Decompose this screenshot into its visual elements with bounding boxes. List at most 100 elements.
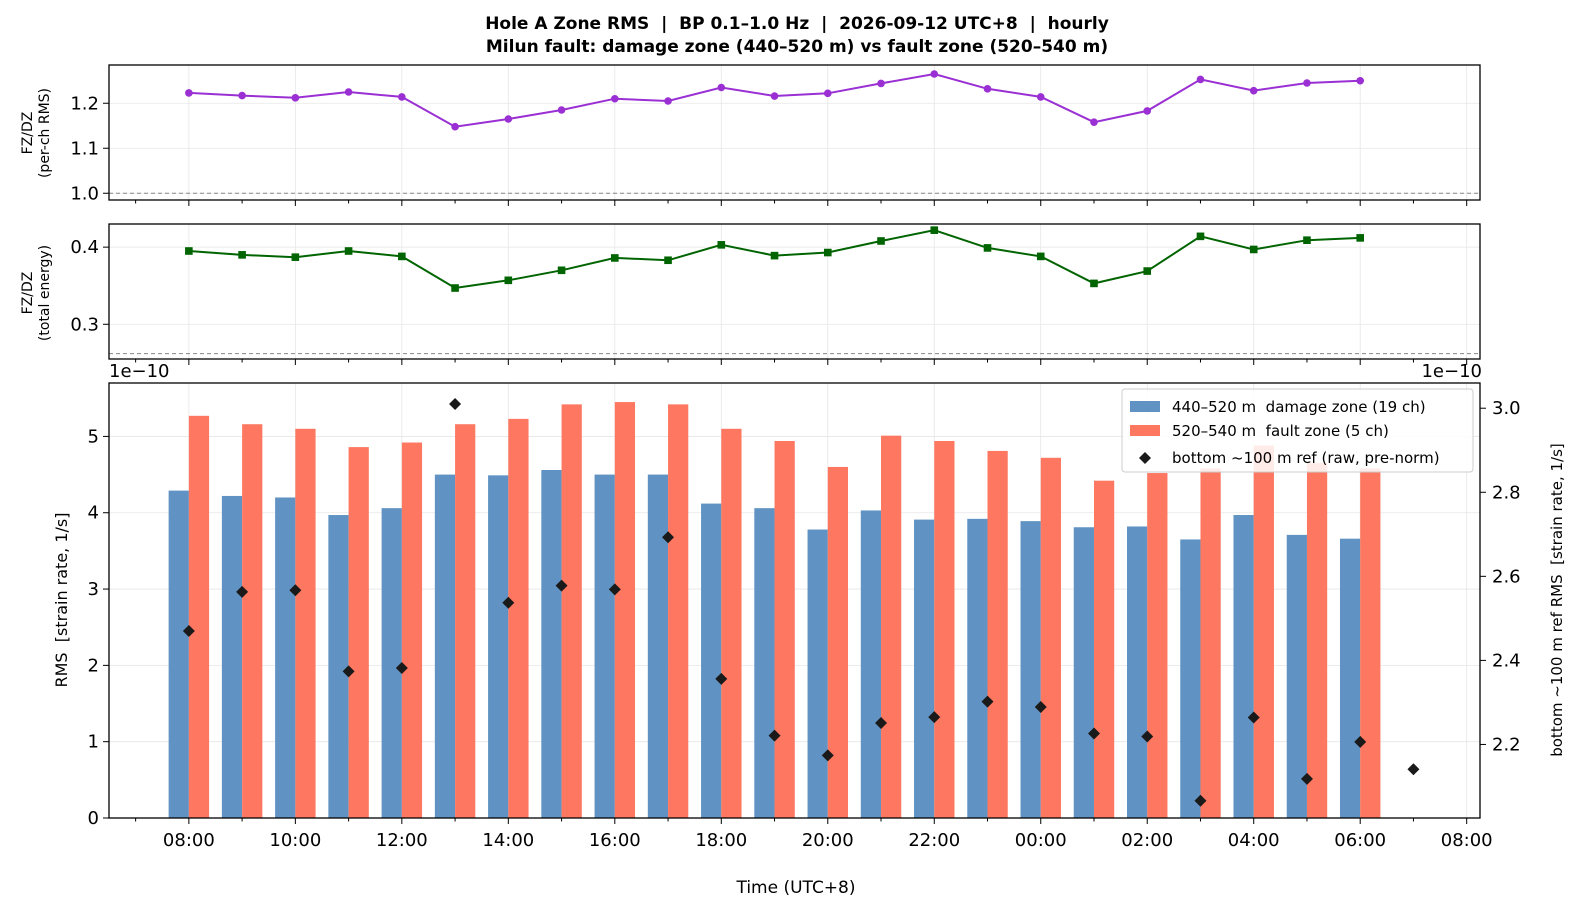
rms-ytick-label: 2 [88,655,99,676]
ratio-rms-point [1196,75,1205,84]
title-line2: Milun fault: damage zone (440–520 m) vs … [486,37,1108,57]
fault-zone-bar [401,442,423,818]
ratio-energy-point [983,244,992,252]
ratio-rms-point [185,89,193,97]
damage-zone-bar [807,529,828,818]
rms-y2tick-label: 2.4 [1492,650,1521,671]
fault-zone-bar [881,435,902,818]
rms-frame [108,382,1481,819]
ratio-energy-ylabel-line1: FZ/DZ [20,272,36,315]
ref-point [821,749,834,762]
fault-zone-bar [1147,473,1168,818]
rms-xlabel: Time (UTC+8) [735,878,855,898]
damage-zone-bar [1180,539,1201,818]
fault-zone-bar [668,404,689,818]
x-tick-label: 08:00 [1441,830,1493,851]
ref-point [1300,772,1313,785]
ratio-rms-point [291,94,300,102]
x-tick-label: 12:00 [376,830,428,851]
ratio-rms-point [770,92,779,100]
ref-point [502,596,515,609]
fault-zone-bar [242,424,263,818]
ratio-rms-point [717,83,726,92]
damage-zone-bar [1020,521,1041,818]
fault-zone-bar [188,415,210,818]
fault-zone-bar [1360,468,1381,818]
ratio-energy-ytick-label: 0.3 [70,314,99,335]
title-line1: Hole A Zone RMS | BP 0.1–1.0 Hz | 2026-0… [485,14,1109,34]
ratio-energy-point [1090,279,1098,288]
ratio-rms-ylabel-line1: FZ/DZ [20,112,36,155]
ref-point [182,624,195,637]
ref-point [1087,727,1100,740]
rms-y2label: bottom ~100 m ref RMS [strain rate, 1/s] [1548,443,1566,757]
ratio-energy-point [770,251,779,260]
ratio-rms-ytick-label: 1.0 [70,183,99,204]
ratio-rms-point [1356,76,1365,85]
ref-point [289,584,302,597]
ref-point [608,583,621,596]
ratio-energy-point [504,276,513,285]
ratio-rms-point [557,106,566,114]
fault-zone-bar [1200,468,1221,818]
legend-swatch-damage [1130,401,1160,412]
ratio-energy-point [238,251,246,259]
rms-panel: 0 1 2 3 4 5 2.2 2.4 2.6 2.8 3.0 08:00 10:00 12:00 14:0… [52,361,1566,898]
damage-zone-bar [328,515,349,818]
ratio-energy-point [185,247,193,255]
x-tick-label: 08:00 [163,830,215,851]
ref-point [662,531,675,544]
ratio-energy-point [1143,267,1152,275]
damage-zone-bar [1073,527,1094,818]
ratio-energy-frame [108,223,1481,360]
legend-frame [1121,388,1474,473]
damage-zone-bar [541,470,562,818]
ratio-rms-point [344,88,353,96]
fault-zone-bar [455,424,476,818]
ref-scatter [182,398,1420,807]
ratio-energy-point [1356,234,1365,242]
ratio-energy-ytick-label: 0.4 [70,237,99,258]
x-tick-label: 22:00 [908,830,960,851]
ratio-energy-point [611,254,619,262]
rms-ytick-label: 0 [88,808,99,829]
ratio-rms-point [1143,107,1152,115]
rms-ytick-label: 1 [88,732,99,753]
fault-zone-bar [827,466,849,818]
rms-ytick-label: 5 [88,426,99,447]
ratio-rms-axes: 1.0 1.1 1.2 [70,64,1481,206]
fault-zone-bar [1040,457,1061,818]
ratio-rms-point [1090,118,1098,126]
ratio-rms-point [1249,86,1258,95]
fault-zone-bar [348,447,369,818]
ratio-rms-point [398,93,406,101]
ratio-rms-ytick-label: 1.2 [70,93,99,114]
ref-point [395,661,408,674]
ratio-energy-point [930,226,939,234]
damage-zone-bar [1286,534,1307,818]
ref-point [1194,794,1207,807]
x-tick-label: 20:00 [802,830,854,851]
ratio-rms-ylabel-line2: (per-ch RMS) [37,88,53,178]
ratio-energy-panel: 0.3 0.4 FZ/DZ (total energy) [20,223,1481,365]
x-tick-label: 00:00 [1015,830,1067,851]
damage-zone-bar [1233,515,1254,818]
ratio-energy-point [451,284,459,292]
ratio-energy-point [1196,232,1205,241]
ratio-energy-point [877,237,885,245]
ref-point [768,729,781,742]
x-tick-label: 04:00 [1228,830,1280,851]
fault-zone-bar [561,404,582,818]
rms-y2tick-label: 2.2 [1492,734,1521,755]
ref-point [981,695,994,708]
legend-label-ref: bottom ~100 m ref (raw, pre-norm) [1172,449,1440,467]
ratio-energy-point [344,247,353,255]
fault-zone-bar [295,428,316,818]
legend-label-damage: 440–520 m damage zone (19 ch) [1172,398,1426,416]
ref-point [1034,701,1047,714]
ref-point [1407,763,1420,776]
ratio-rms-panel: 1.0 1.1 1.2 FZ/DZ (per-ch RMS) [20,64,1481,206]
legend-marker-ref [1139,452,1151,464]
ratio-rms-point [983,85,992,93]
rms-scale-left: 1e−10 [109,361,170,382]
